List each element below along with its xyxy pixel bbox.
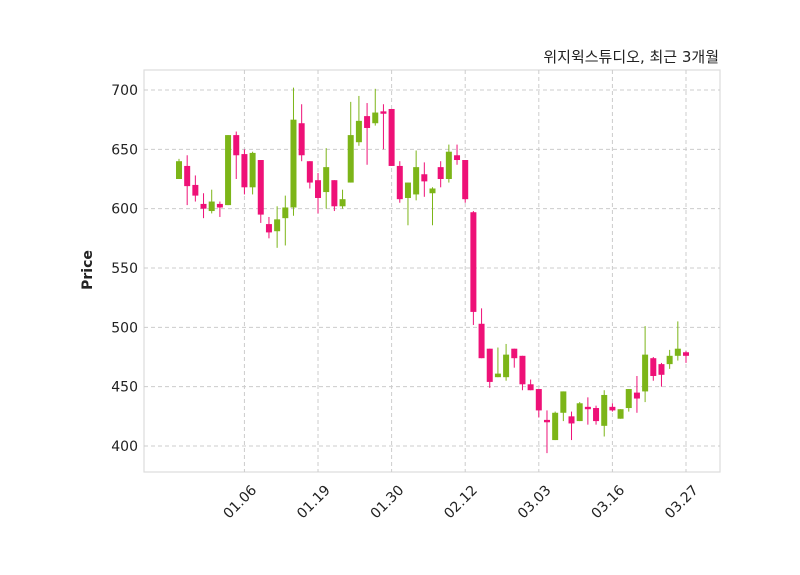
candle-body bbox=[486, 348, 493, 382]
candle-body bbox=[372, 112, 379, 124]
candle-body bbox=[454, 155, 461, 161]
candle-body bbox=[642, 354, 649, 392]
candle-body bbox=[233, 135, 240, 156]
candle-body bbox=[298, 123, 305, 156]
candle-body bbox=[658, 364, 665, 375]
candle-body bbox=[421, 174, 428, 182]
candle-body bbox=[290, 119, 297, 208]
x-tick-label: 02.12 bbox=[441, 482, 481, 522]
x-tick-label: 03.27 bbox=[662, 482, 702, 522]
candle-body bbox=[241, 154, 248, 188]
candle-body bbox=[176, 161, 182, 179]
candle-body bbox=[552, 412, 559, 441]
candle-body bbox=[633, 392, 640, 399]
candle-body bbox=[331, 180, 338, 207]
candle-body bbox=[683, 352, 689, 356]
candle-body bbox=[535, 389, 542, 411]
candle-body bbox=[519, 355, 526, 385]
candle-body bbox=[503, 354, 510, 378]
candle-body bbox=[576, 403, 583, 422]
x-tick-label: 03.16 bbox=[588, 482, 628, 522]
candle-body bbox=[625, 389, 632, 409]
candle-body bbox=[347, 135, 354, 183]
candle-body bbox=[674, 348, 681, 356]
y-tick-label: 600 bbox=[111, 202, 138, 218]
candle-body bbox=[257, 160, 264, 215]
candle-body bbox=[396, 165, 403, 200]
y-axis-label: Price bbox=[79, 250, 96, 290]
y-tick-label: 400 bbox=[111, 439, 138, 455]
candle-body bbox=[584, 406, 591, 410]
candle-body bbox=[192, 184, 199, 196]
candle-body bbox=[568, 416, 575, 424]
x-tick-label: 01.19 bbox=[294, 482, 334, 522]
candle-body bbox=[216, 203, 223, 208]
plot-area bbox=[143, 69, 721, 473]
candle-body bbox=[184, 165, 191, 187]
y-tick-label: 650 bbox=[111, 142, 138, 158]
candle-body bbox=[364, 116, 371, 128]
candle-body bbox=[429, 188, 436, 194]
x-tick-label: 01.06 bbox=[220, 482, 260, 522]
y-tick-label: 550 bbox=[111, 261, 138, 277]
candle-body bbox=[650, 358, 657, 376]
candle-body bbox=[601, 394, 608, 426]
x-tick-label: 03.03 bbox=[515, 482, 555, 522]
candle-body bbox=[494, 373, 501, 378]
chart-title: 위지윅스튜디오, 최근 3개월 bbox=[543, 48, 719, 66]
y-tick-label: 700 bbox=[111, 83, 138, 99]
y-tick-label: 500 bbox=[111, 320, 138, 336]
candle-body bbox=[380, 111, 387, 114]
candle-body bbox=[225, 135, 232, 206]
candle-body bbox=[511, 348, 518, 359]
candle-body bbox=[478, 323, 485, 359]
candle-body bbox=[208, 201, 215, 212]
candle-body bbox=[527, 384, 534, 391]
candle-body bbox=[413, 167, 420, 195]
candle-body bbox=[323, 167, 330, 193]
candle-body bbox=[339, 199, 346, 207]
candle-body bbox=[437, 167, 444, 179]
candle-body bbox=[560, 391, 567, 413]
candle-body bbox=[388, 108, 395, 166]
y-tick-label: 450 bbox=[111, 380, 138, 396]
candle-body bbox=[445, 151, 452, 179]
candle-body bbox=[543, 419, 550, 423]
candle-body bbox=[306, 161, 313, 183]
candle-body bbox=[404, 182, 411, 198]
candle-body bbox=[282, 207, 289, 219]
candle-body bbox=[666, 355, 673, 365]
candle-body bbox=[355, 120, 362, 143]
candle-body bbox=[593, 408, 600, 422]
candle-body bbox=[315, 180, 322, 198]
candle-body bbox=[462, 160, 469, 200]
candle-body bbox=[249, 152, 256, 188]
candle-body bbox=[265, 224, 272, 233]
candle-body bbox=[274, 219, 281, 232]
candle-body bbox=[200, 203, 207, 209]
x-tick-label: 01.30 bbox=[368, 482, 408, 522]
candle-body bbox=[470, 212, 477, 312]
candle-body bbox=[609, 406, 616, 411]
candle-body bbox=[617, 409, 624, 419]
